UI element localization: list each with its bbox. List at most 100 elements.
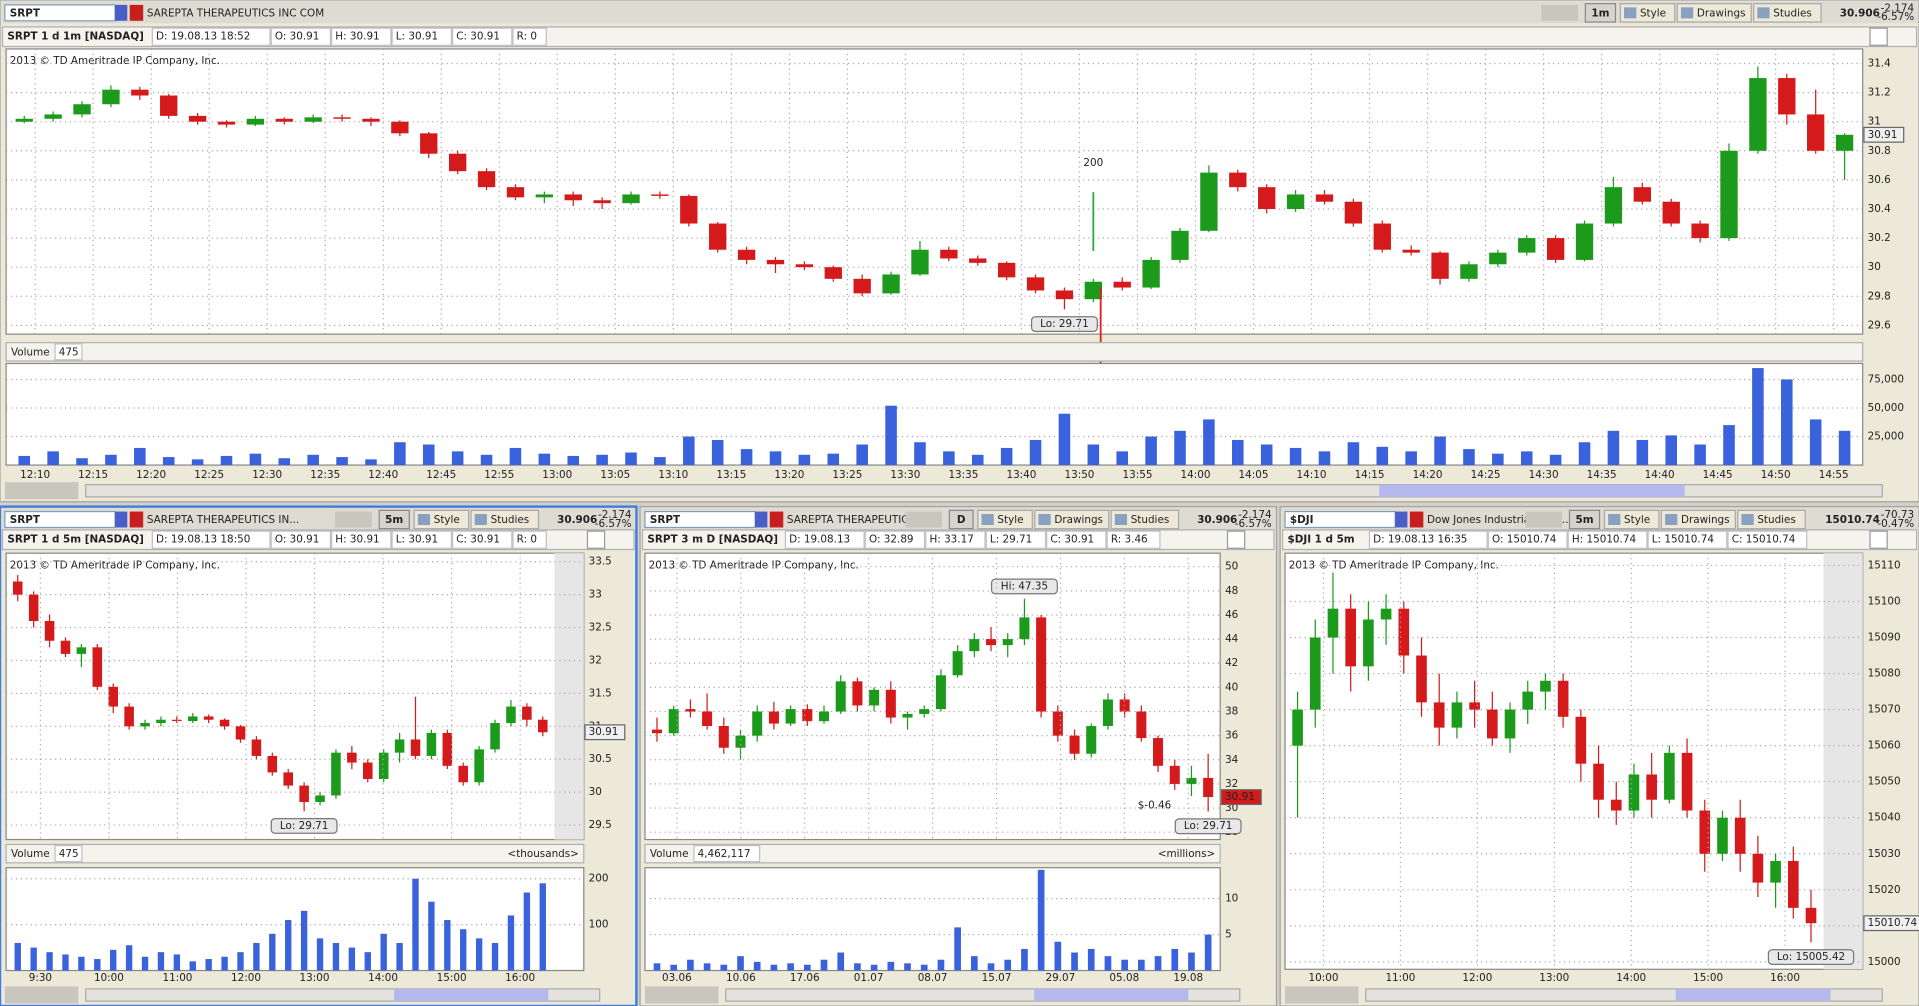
info-field: D: 19.08.13 18:50	[156, 534, 250, 546]
toolbar-button[interactable]	[1676, 3, 1752, 23]
volume-value: 475	[59, 346, 79, 358]
volume-value-box	[693, 845, 761, 863]
candle-body	[1734, 817, 1746, 854]
toolbar-button[interactable]	[1034, 509, 1110, 530]
candle-body	[1787, 860, 1799, 908]
volume-bar	[827, 453, 840, 466]
interval: 5m	[385, 514, 403, 526]
toolbar-button[interactable]	[1753, 3, 1822, 23]
candle-body	[235, 726, 246, 740]
toolbar-button[interactable]	[1660, 509, 1736, 530]
chart-header: SRPT 1 d 1m [NASDAQ]	[7, 31, 144, 43]
tool-icons	[1525, 511, 1563, 528]
info-box	[151, 530, 271, 549]
candle-body	[785, 709, 796, 724]
candle-body	[1086, 725, 1097, 754]
price-note: $-0.46	[1138, 799, 1172, 811]
zoom-controls[interactable]	[1285, 986, 1359, 1004]
dropdown[interactable]	[115, 4, 128, 21]
candle-body	[1664, 752, 1675, 800]
scroll-thumb[interactable]	[394, 988, 549, 1002]
candle-body	[1575, 223, 1594, 260]
zoom-controls[interactable]	[644, 986, 719, 1004]
interval-button[interactable]	[378, 509, 410, 530]
toolbar-button[interactable]	[1110, 509, 1180, 530]
info-field: C: 30.91	[456, 534, 500, 546]
info-box	[331, 27, 392, 46]
toolbar-button[interactable]	[470, 509, 540, 530]
info-box	[451, 530, 513, 549]
volume-bar	[1104, 956, 1112, 971]
dropdown[interactable]	[755, 511, 768, 528]
x-tick-label: 13:50	[1064, 469, 1094, 481]
volume-bar	[348, 947, 356, 971]
button-icon	[1608, 514, 1621, 526]
price-plot	[5, 48, 1864, 335]
dropdown[interactable]	[1395, 511, 1408, 528]
volume-bar	[1260, 444, 1273, 466]
x-tick-label: 11:00	[162, 972, 192, 984]
candle-body	[651, 194, 669, 196]
last-price-tag	[1863, 915, 1919, 932]
volume-bar	[670, 964, 678, 971]
candle-body	[1102, 699, 1113, 726]
interval-button[interactable]	[948, 509, 974, 530]
x-tick-label: 01.07	[854, 972, 884, 984]
info-box	[151, 27, 271, 46]
x-tick-label: 05.08	[1109, 972, 1139, 984]
volume-title: Volume	[11, 848, 50, 860]
y-tick-label: 32.5	[589, 622, 612, 634]
volume-bar	[157, 952, 165, 971]
candle-body	[986, 639, 997, 646]
info-field: L: 29.71	[990, 534, 1032, 546]
candle-body	[73, 104, 91, 115]
volume-bar	[14, 942, 21, 971]
volume-bar	[365, 459, 377, 466]
volume-bar	[1071, 952, 1078, 971]
candle-body	[1002, 639, 1013, 646]
volume-bar	[1607, 430, 1620, 466]
scroll-thumb[interactable]	[1675, 988, 1831, 1002]
candle-body	[362, 762, 373, 779]
volume-bar	[125, 945, 133, 971]
y-tick-label: 31.4	[1868, 58, 1892, 70]
candle-body	[969, 258, 987, 263]
candle-body	[1036, 617, 1047, 712]
copyright: 2013 © TD Ameritrade IP Company, Inc.	[649, 559, 859, 571]
interval-button[interactable]	[1584, 3, 1617, 23]
candle-body	[1557, 680, 1569, 717]
candle-body	[267, 755, 278, 773]
volume-bar	[237, 952, 244, 971]
volume-bar	[970, 956, 978, 971]
candle-body	[1770, 860, 1781, 883]
candle-body	[1752, 853, 1764, 883]
toolbar-button[interactable]	[1737, 509, 1806, 530]
interval-button[interactable]	[1568, 509, 1601, 530]
info-field: R: 0	[517, 534, 537, 546]
candle-body	[1416, 655, 1427, 703]
volume-title: Volume	[11, 346, 50, 358]
symbol-icon	[129, 511, 144, 528]
volume-bar	[1145, 436, 1157, 466]
candle-body	[1203, 777, 1214, 798]
dropdown[interactable]	[115, 511, 128, 528]
info-field: H: 15010.74	[1572, 534, 1637, 546]
scroll-thumb[interactable]	[1379, 484, 1685, 497]
volume-bar	[412, 878, 419, 971]
candle-body	[448, 153, 467, 172]
info-field: C: 15010.74	[1732, 534, 1796, 546]
volume-bar	[1838, 430, 1851, 466]
volume-bar	[278, 458, 291, 466]
volume-bar	[1138, 959, 1145, 971]
candle-body	[1113, 281, 1131, 288]
scroll-thumb[interactable]	[1034, 988, 1189, 1002]
candle-body	[869, 689, 880, 706]
y-tick-label: 15030	[1868, 848, 1901, 860]
x-tick-label: 12:35	[310, 469, 340, 481]
zoom-controls[interactable]	[4, 482, 79, 500]
button-label: Studies	[1757, 514, 1796, 526]
zoom-controls[interactable]	[4, 986, 79, 1004]
candle-body	[1363, 619, 1374, 667]
volume-bar	[332, 942, 340, 971]
x-tick-label: 14:35	[1587, 469, 1617, 481]
